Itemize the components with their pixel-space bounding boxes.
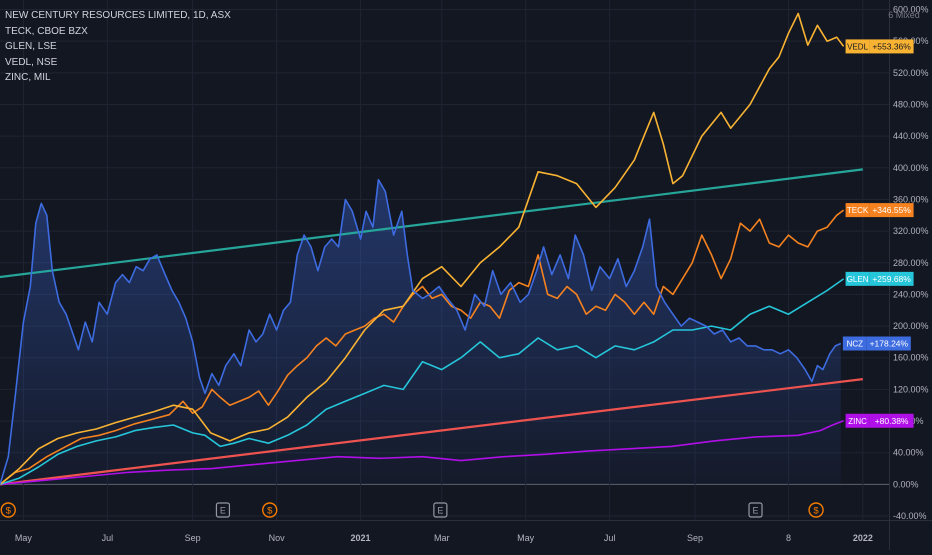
compare-symbol-vedl[interactable]: VEDL, NSE (5, 56, 58, 68)
y-tick-label: 480.00% (893, 99, 929, 109)
symbol-badge-text: ZINC (848, 417, 867, 426)
symbol-badge (845, 39, 870, 54)
series-line-ncz[interactable] (0, 178, 842, 485)
last-value-label-vedl: VEDL +553.36% (845, 39, 914, 54)
symbol-badge-text: NCZ (847, 340, 864, 349)
y-tick-label: 160.00% (893, 353, 929, 363)
last-value-label-zinc: ZINC +80.38% (845, 413, 914, 428)
earnings-icon[interactable]: E (433, 502, 448, 518)
value-badge (869, 203, 914, 218)
trendline-upper[interactable] (0, 168, 863, 279)
symbol-badge (842, 336, 867, 351)
last-value-label-glen: GLEN +259.68% (845, 271, 914, 286)
value-badge-text: +553.36% (872, 41, 911, 51)
series-line-glen[interactable] (0, 278, 845, 486)
x-tick-label: Nov (269, 533, 286, 543)
x-tick-label: 2022 (853, 533, 873, 543)
compare-symbol-zinc[interactable]: ZINC, MIL (5, 72, 51, 83)
last-value-labels: ZINC +80.38% GLEN +259.68% TECK +346.55% VEDL +… (842, 39, 914, 428)
x-tick-label: May (15, 533, 33, 543)
earnings-marker[interactable] (433, 502, 448, 518)
x-tick-label: May (517, 533, 535, 543)
x-tick-label: Jul (604, 533, 616, 543)
dividend-icon[interactable]: $ (808, 502, 824, 518)
dividend-icon[interactable]: $ (262, 502, 278, 518)
earnings-glyph: E (220, 506, 226, 516)
value-badge (869, 413, 914, 428)
dividend-glyph: $ (813, 506, 819, 517)
dividend-marker[interactable] (262, 502, 278, 518)
y-tick-label: 40.00% (893, 448, 924, 458)
trendline-lower[interactable] (0, 378, 863, 486)
value-badge-text: +178.24% (870, 339, 909, 349)
dividend-marker[interactable] (808, 502, 824, 518)
dividend-glyph: $ (6, 506, 12, 517)
value-badge (869, 39, 914, 54)
x-tick-label: Jul (102, 533, 114, 543)
earnings-icon[interactable]: E (748, 502, 763, 518)
x-tick-label: 2021 (351, 533, 371, 543)
value-badge-text: +346.55% (872, 205, 911, 215)
event-markers[interactable]: $ E $ E E $ (0, 502, 824, 518)
earnings-icon[interactable]: E (215, 502, 231, 518)
y-tick-label: 240.00% (893, 289, 929, 299)
earnings-glyph: E (437, 506, 443, 516)
symbol-badge (845, 271, 870, 286)
compare-symbol-teck[interactable]: TECK, CBOE BZX (5, 25, 88, 37)
y-tick-label: 200.00% (893, 321, 929, 331)
last-value-label-ncz: NCZ +178.24% (842, 336, 911, 351)
series-line-zinc[interactable] (0, 420, 844, 486)
main-symbol-title[interactable]: NEW CENTURY RESOURCES LIMITED, 1D, ASX (5, 10, 231, 21)
y-tick-label: 0.00% (893, 479, 919, 489)
y-tick-label: 280.00% (893, 258, 929, 268)
scale-mode-label[interactable]: 6 Mixed (888, 10, 920, 20)
symbol-badge (845, 413, 870, 428)
symbol-badge-text: TECK (847, 206, 869, 215)
x-tick-label: 8 (786, 533, 791, 543)
dividend-glyph: $ (267, 506, 273, 517)
dividend-marker[interactable] (0, 502, 16, 518)
x-tick-label: Sep (687, 533, 703, 543)
y-tick-label: 440.00% (893, 131, 929, 141)
symbol-badge (845, 203, 870, 218)
dividend-icon[interactable]: $ (0, 502, 16, 518)
symbol-badge-text: VEDL (847, 42, 868, 51)
value-badge (866, 336, 911, 351)
symbol-legend: NEW CENTURY RESOURCES LIMITED, 1D, ASX T… (5, 8, 231, 86)
earnings-glyph: E (753, 506, 759, 516)
value-badge (869, 271, 914, 286)
y-tick-label: 400.00% (893, 163, 929, 173)
series-line-teck[interactable] (0, 209, 845, 486)
compare-symbol-glen[interactable]: GLEN, LSE (5, 41, 57, 52)
x-tick-label: Mar (434, 533, 450, 543)
y-tick-label: 600.00% (893, 4, 929, 14)
y-tick-label: 320.00% (893, 226, 929, 236)
earnings-marker[interactable] (748, 502, 763, 518)
value-badge-text: +80.38% (875, 416, 909, 426)
series-lines[interactable] (0, 12, 845, 486)
series-line-vedl[interactable] (0, 12, 845, 486)
trendlines[interactable] (0, 168, 863, 486)
y-tick-label: -40.00% (893, 511, 927, 521)
x-tick-label: Sep (185, 533, 201, 543)
y-tick-label: 120.00% (893, 384, 929, 394)
symbol-badge-text: GLEN (847, 275, 869, 284)
value-badge-text: +259.68% (872, 274, 911, 284)
earnings-marker[interactable] (215, 502, 231, 518)
last-value-label-teck: TECK +346.55% (845, 203, 914, 218)
y-tick-label: 360.00% (893, 194, 929, 204)
y-tick-label: 520.00% (893, 68, 929, 78)
